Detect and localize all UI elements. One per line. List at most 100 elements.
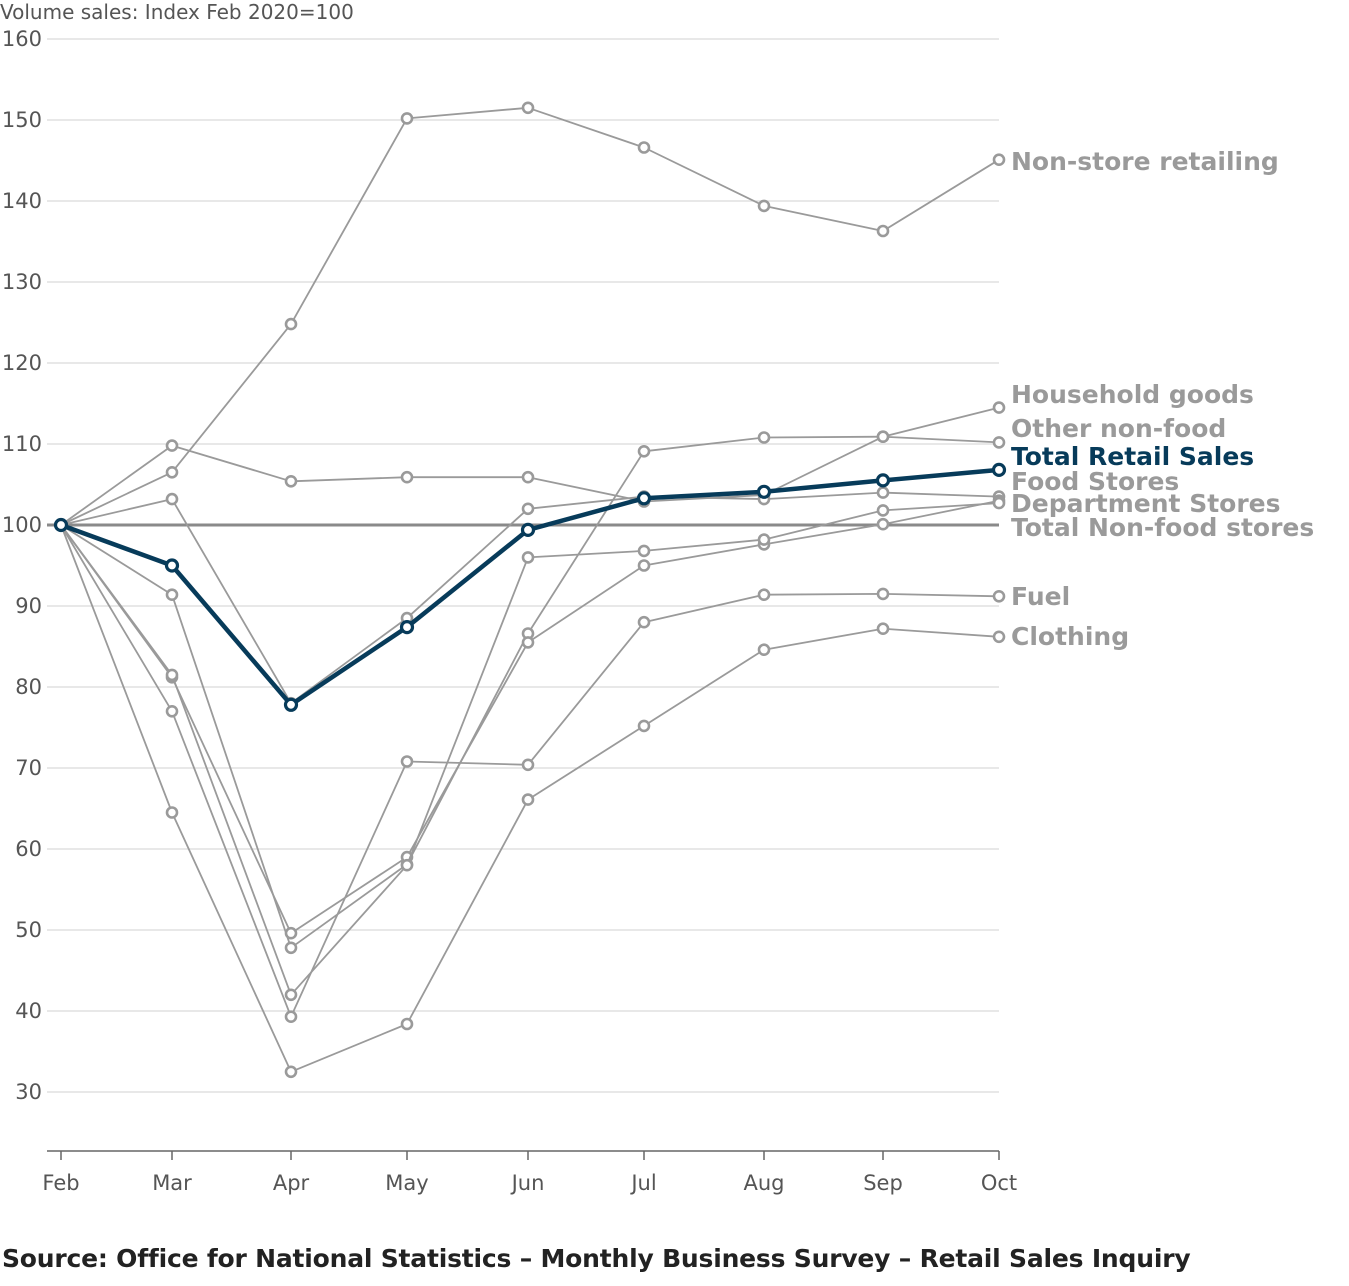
series-label: Total Retail Sales [1011,442,1254,471]
y-tick-label: 50 [15,918,42,942]
data-point [991,462,1007,477]
data-point [876,224,890,238]
data-point [521,101,535,115]
data-point [876,622,890,636]
data-point [521,758,535,772]
series-label: Total Non-food stores [1011,513,1314,542]
data-point [400,755,414,768]
x-tick-label: Aug [743,1171,784,1195]
series-clothing [54,518,1006,1079]
data-point [165,806,179,819]
series-lines [53,101,1007,1079]
data-point [637,559,651,572]
x-tick-label: May [385,1171,428,1195]
series-label: Department Stores [1011,489,1281,518]
series-line [60,499,1000,935]
data-point [284,926,298,940]
series-total-retail-sales [53,462,1007,712]
data-point [521,793,535,806]
data-point [756,484,772,499]
series-fuel [54,518,1006,1024]
data-point [992,401,1006,414]
data-point [521,636,535,649]
y-tick-label: 110 [2,432,42,456]
data-point [165,465,179,479]
data-point [165,492,179,506]
series-label: Fuel [1011,582,1070,611]
source-note: Source: Office for National Statistics –… [2,1244,1191,1273]
data-point [637,141,651,154]
y-tick-label: 90 [15,594,42,618]
y-tick-label: 80 [15,675,42,699]
y-tick-label: 150 [2,108,42,132]
y-tick-label: 30 [15,1080,42,1104]
data-point [637,719,651,733]
series-labels: Non-store retailing Household goods Other … [1011,147,1314,651]
series-line [60,502,1000,996]
data-point [637,444,651,458]
data-point [283,697,299,712]
data-point [521,470,535,484]
data-point [637,615,651,629]
y-tick-label: 130 [2,270,42,294]
series-label: Household goods [1011,380,1254,409]
line-chart: Volume sales: Index Feb 2020=100 30 40 50 6… [0,0,1314,1195]
data-point [399,619,415,635]
y-tick-label: 120 [2,351,42,375]
series-line [60,406,1000,949]
x-tick-label: Sep [863,1171,903,1195]
series-label: Food Stores [1011,467,1179,496]
data-point [757,431,771,444]
data-point [164,558,180,573]
data-point [876,430,890,444]
data-point [53,517,69,533]
data-point [400,112,414,125]
data-point [520,522,536,538]
data-point [521,502,535,516]
data-point [284,1010,298,1024]
y-tick-label: 40 [15,999,42,1023]
data-point [875,473,891,488]
series-label: Other non-food [1011,414,1226,443]
data-point [992,496,1006,510]
data-point [757,588,771,602]
gridlines [47,38,999,1093]
y-axis-title: Volume sales: Index Feb 2020=100 [0,0,354,24]
y-axis-tick-labels: 30 40 50 60 70 80 90 100 110 120 130 140 150 160 [2,27,42,1104]
x-tick-label: Apr [273,1171,310,1195]
data-point [876,486,890,499]
data-point [284,941,298,955]
y-tick-label: 160 [2,27,42,51]
data-point [637,544,651,558]
y-tick-label: 60 [15,837,42,861]
data-point [165,704,179,718]
data-point [757,533,771,546]
data-point [284,474,298,488]
y-tick-label: 70 [15,756,42,780]
y-tick-label: 100 [2,513,42,537]
data-point [521,551,535,564]
series-non-store-retailing [54,101,1006,532]
x-tick-label: Oct [981,1171,1017,1195]
series-line [60,106,1000,526]
data-point [165,588,179,602]
data-point [400,470,414,484]
series-total-non-food-stores [54,496,1006,1002]
series-label: Non-store retailing [1011,147,1279,176]
x-tick-label: Feb [42,1171,79,1195]
data-point [284,1065,298,1079]
data-point [992,436,1006,449]
data-point [876,504,890,517]
data-point [400,858,414,872]
x-axis: Feb Mar Apr May Jun Jul Aug Sep Oct [42,1150,1017,1195]
data-point [876,517,890,531]
data-point [400,1017,414,1031]
y-tick-label: 140 [2,189,42,213]
x-tick-label: Jun [510,1171,545,1195]
x-tick-label: Mar [152,1171,192,1195]
data-point [757,643,771,657]
data-point [284,317,298,331]
data-point [992,153,1006,166]
data-point [992,630,1006,644]
data-point [636,491,652,506]
